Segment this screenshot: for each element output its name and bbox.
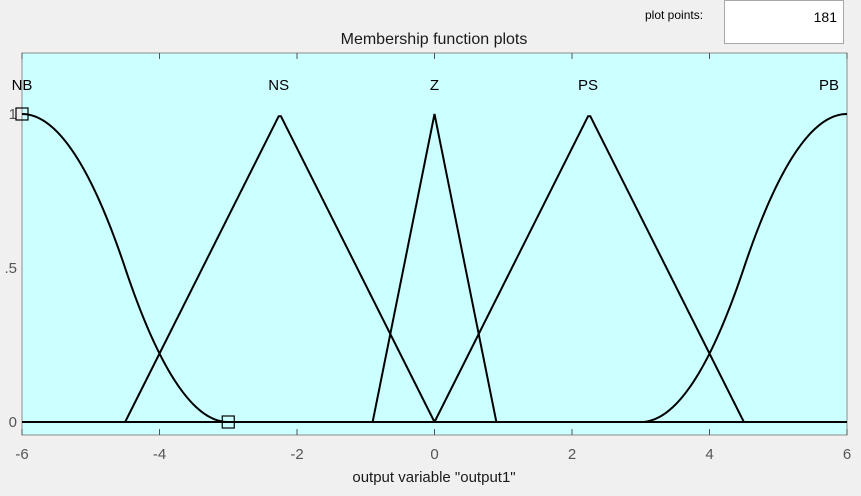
x-tick-label: -2 — [290, 446, 303, 463]
y-tick-label: 0 — [9, 414, 17, 431]
plot-area[interactable] — [21, 52, 848, 436]
x-tick-label: 2 — [568, 446, 576, 463]
x-tick-label: -6 — [15, 446, 28, 463]
mf-handle[interactable] — [15, 107, 29, 121]
mf-label-nb[interactable]: NB — [12, 77, 33, 94]
mf-label-ns[interactable]: NS — [268, 77, 289, 94]
x-axis-label: output variable "output1" — [352, 469, 516, 486]
mf-label-z[interactable]: Z — [430, 77, 439, 94]
y-axis: 0.51 — [4, 106, 17, 431]
mf-handle[interactable] — [221, 415, 235, 429]
mf-label-pb[interactable]: PB — [819, 77, 839, 94]
x-tick-label: 6 — [843, 446, 851, 463]
x-tick-label: 0 — [430, 446, 438, 463]
mf-handles — [15, 107, 235, 429]
y-tick-label: 1 — [9, 106, 17, 123]
plot-title: Membership function plots — [340, 31, 528, 48]
x-axis: -6 -4 -2 0 2 4 6 — [15, 53, 851, 463]
plot-points-label: plot points: — [645, 8, 704, 22]
mf-curves — [21, 113, 848, 423]
mf-label-ps[interactable]: PS — [578, 77, 598, 94]
mf-curve-pb[interactable] — [22, 113, 848, 423]
x-tick-label: -4 — [153, 446, 166, 463]
mf-labels: NB NS Z PS PB — [12, 77, 839, 94]
y-tick-label: .5 — [4, 260, 17, 277]
x-tick-label: 4 — [705, 446, 713, 463]
plot-points-input[interactable]: 181 — [724, 0, 844, 44]
